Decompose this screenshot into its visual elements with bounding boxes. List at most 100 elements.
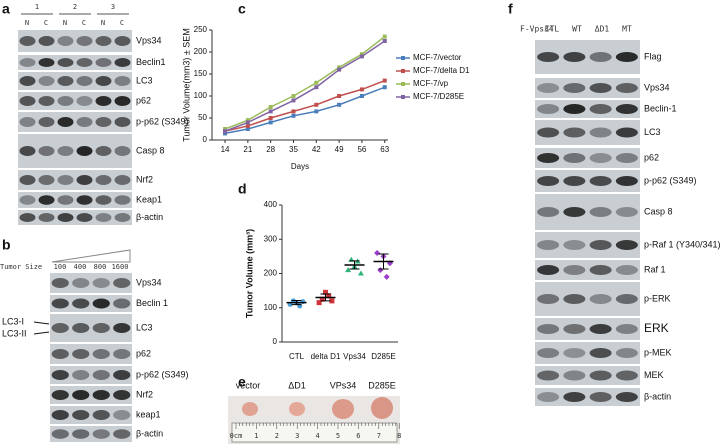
ruler-number: 1	[254, 432, 258, 440]
band	[537, 265, 560, 275]
legend-marker	[401, 82, 405, 86]
blot-label: p-p62 (S349)	[136, 369, 189, 379]
marker	[245, 120, 250, 125]
band	[95, 146, 112, 156]
point	[377, 267, 384, 274]
blot-label: β-actin	[136, 212, 163, 222]
band	[537, 127, 560, 138]
marker	[245, 118, 250, 123]
lane-label: C	[82, 19, 86, 27]
tumor	[371, 397, 393, 419]
band	[95, 117, 112, 127]
band	[537, 83, 560, 93]
band	[57, 58, 74, 67]
band	[95, 96, 112, 106]
band	[114, 58, 131, 67]
band	[537, 370, 560, 381]
band	[615, 127, 638, 138]
band	[92, 278, 110, 288]
point	[345, 267, 352, 273]
legend-label: MCF-7/D285E	[413, 92, 464, 101]
ruler-number: 0cm	[230, 432, 243, 440]
marker	[291, 94, 296, 98]
error-bar	[291, 300, 302, 306]
band	[76, 96, 93, 106]
x-tick-label: 42	[312, 145, 321, 154]
band	[537, 240, 560, 250]
band	[563, 324, 586, 334]
blot-label: Keap1	[136, 194, 162, 204]
photo-label: ΔD1	[288, 380, 306, 390]
band	[563, 265, 586, 275]
line	[224, 86, 386, 135]
band	[72, 429, 90, 439]
blot-label: Casp 8	[136, 145, 165, 155]
band	[38, 36, 55, 46]
band	[537, 324, 560, 334]
band	[92, 370, 110, 380]
y-tick-label: 50	[198, 113, 207, 122]
band	[537, 52, 560, 62]
ruler-number: 3	[295, 432, 299, 440]
lane-label: MT	[622, 25, 632, 34]
band	[563, 176, 586, 186]
band	[72, 410, 90, 420]
legend-label: MCF-7/vector	[413, 53, 462, 62]
band	[76, 146, 93, 156]
marker	[337, 65, 342, 70]
photo-label: D285E	[368, 380, 396, 390]
band	[57, 117, 74, 127]
blot-strip	[50, 426, 132, 442]
band	[76, 58, 93, 67]
lane-label: N	[101, 19, 105, 27]
band	[51, 429, 69, 439]
ruler-number: 4	[315, 432, 319, 440]
band	[72, 278, 90, 288]
band	[92, 429, 110, 439]
band	[589, 240, 612, 250]
marker	[291, 98, 296, 103]
panel-letter: c	[238, 1, 246, 17]
x-tick-label: delta D1	[311, 352, 341, 361]
band	[114, 96, 131, 106]
ruler-number: 5	[336, 432, 340, 440]
band	[114, 146, 131, 156]
band	[38, 213, 55, 222]
lc3-form: LC3-II	[2, 328, 27, 338]
band	[57, 146, 74, 156]
blot-label: Vps34	[136, 277, 162, 287]
blot-label: β-actin	[136, 428, 163, 438]
band	[615, 240, 638, 250]
band	[537, 348, 560, 358]
band	[19, 96, 36, 106]
band	[537, 153, 560, 163]
band	[72, 349, 90, 359]
y-axis-label: Tumor Volume(mm3) ± SEM	[181, 28, 191, 142]
x-tick-label: 63	[380, 145, 389, 154]
blot-label: p-MEK	[644, 347, 672, 357]
band	[615, 348, 638, 358]
lane-label: C	[44, 19, 48, 27]
blot-label: Casp 8	[644, 206, 673, 216]
legend-marker	[401, 56, 405, 60]
band	[589, 265, 612, 275]
blot-strip	[535, 260, 640, 280]
blot-strip	[535, 170, 640, 192]
legend-marker	[401, 69, 405, 73]
blot-label: Nrf2	[136, 389, 153, 399]
blot-label: ERK	[644, 321, 669, 335]
x-tick-label: 21	[243, 145, 252, 154]
band	[19, 36, 36, 46]
band	[114, 195, 131, 205]
y-tick-label: 300	[264, 234, 278, 243]
band	[72, 323, 90, 333]
lane-label: C	[120, 19, 124, 27]
band	[563, 370, 586, 381]
band	[615, 153, 638, 163]
band	[51, 298, 69, 309]
band	[92, 410, 110, 420]
lane-group: 1	[35, 3, 39, 11]
blot-label: Beclin-1	[644, 103, 677, 113]
x-tick-label: 35	[289, 145, 298, 154]
blot-label: LC3	[136, 75, 153, 85]
